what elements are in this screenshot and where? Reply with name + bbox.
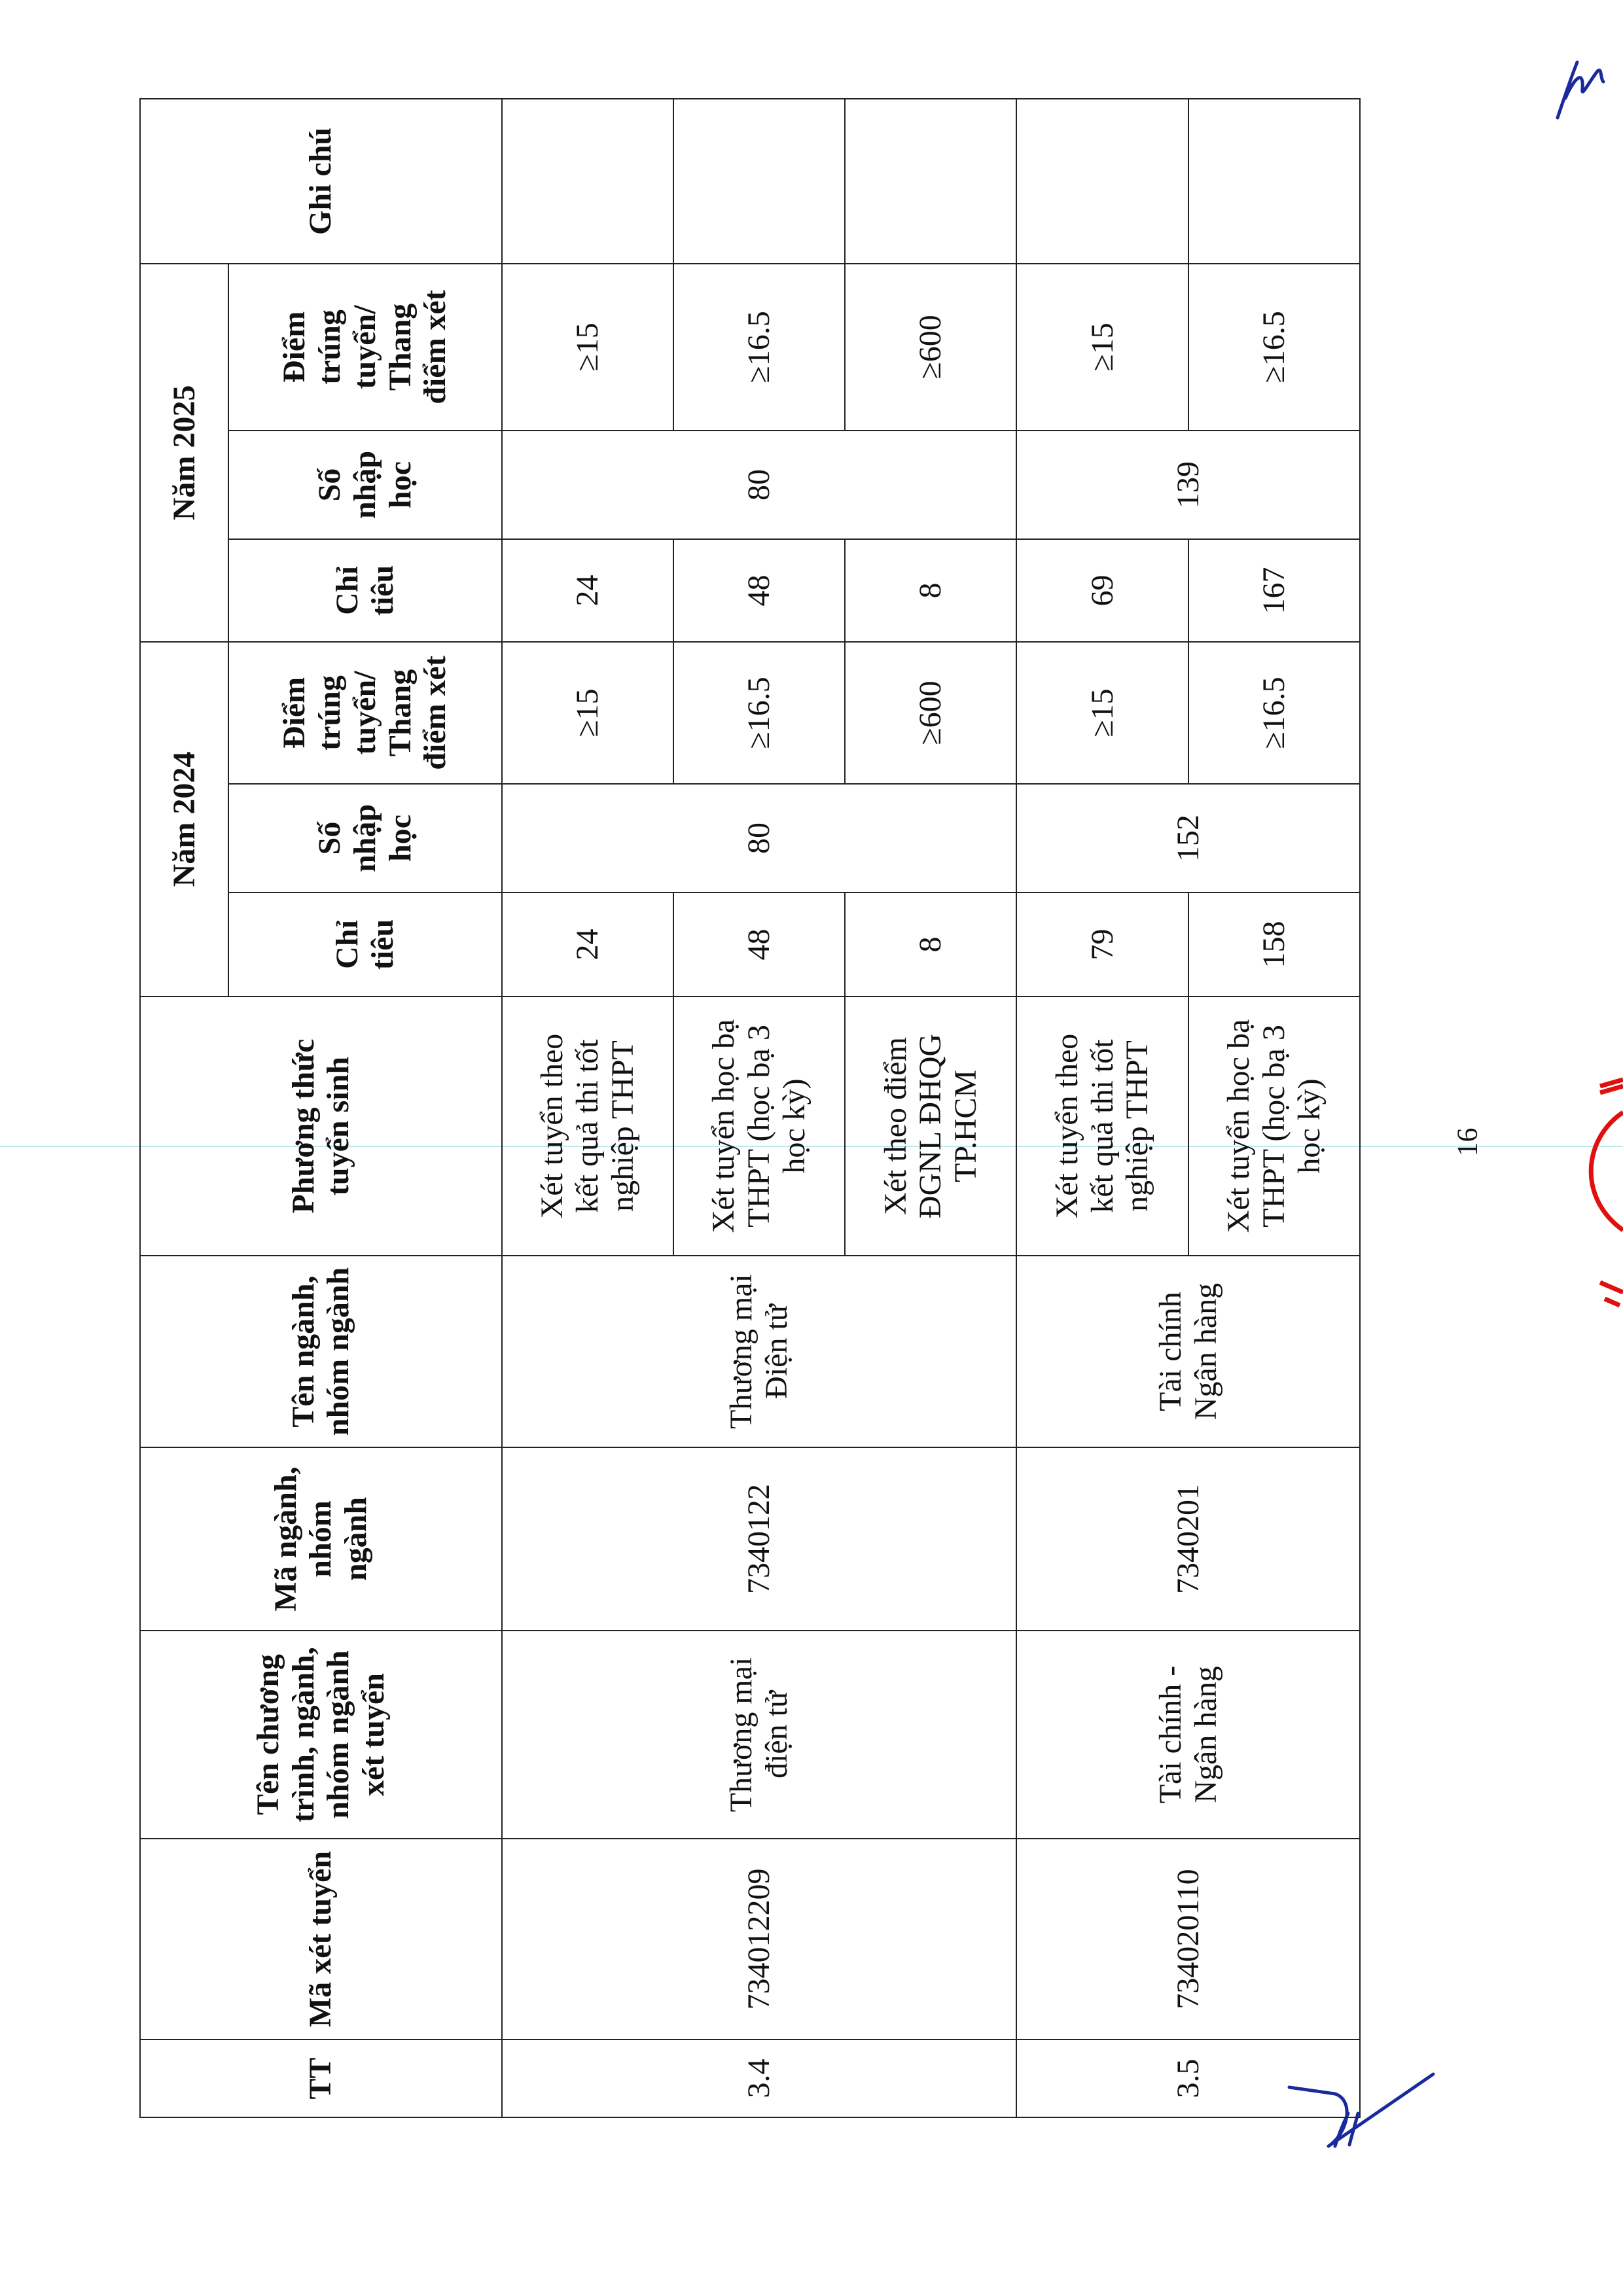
cell-phuong-thuc: Xét theo điểm ĐGNL ĐHQG TP.HCM xyxy=(845,997,1017,1256)
cell-phuong-thuc: Xét tuyển theo kết quả thi tốt nghiệp TH… xyxy=(501,997,673,1256)
cell-diem-2025: ≥600 xyxy=(845,263,1017,431)
cell-chi-tieu-2024: 79 xyxy=(1016,892,1188,997)
header-phuong-thuc: Phương thức tuyển sinh xyxy=(140,997,502,1256)
cell-diem-2025: ≥16.5 xyxy=(673,263,846,431)
cell-diem-2024: ≥15 xyxy=(501,641,673,784)
cell-so-nhap-hoc-2024: 152 xyxy=(1016,784,1360,892)
header-year-2024: Năm 2024 xyxy=(140,641,229,997)
cell-ma-nganh: 7340122 xyxy=(501,1447,1017,1631)
cell-phuong-thuc: Xét tuyển theo kết quả thi tốt nghiệp TH… xyxy=(1016,997,1188,1256)
cell-ma-nganh: 7340201 xyxy=(1016,1447,1360,1631)
header-ma-xet-tuyen: Mã xét tuyển xyxy=(140,1839,502,2040)
cell-ghi-chu xyxy=(501,98,673,264)
cell-so-nhap-hoc-2025: 139 xyxy=(1016,430,1360,539)
header-year-2025: Năm 2025 xyxy=(140,263,229,642)
header-chi-tieu-2025: Chỉ tiêu xyxy=(228,539,502,642)
cell-ghi-chu xyxy=(1016,98,1188,264)
cell-chi-tieu-2025: 24 xyxy=(501,539,673,642)
cell-diem-2024: ≥600 xyxy=(845,641,1017,784)
header-ma-nganh: Mã ngành, nhóm ngành xyxy=(140,1447,502,1631)
cell-chi-tieu-2024: 24 xyxy=(501,892,673,997)
cell-ghi-chu xyxy=(845,98,1017,264)
initials-signature-bottom xyxy=(1287,2072,1435,2148)
admissions-table: TT Mã xét tuyển Tên chương trình, ngành,… xyxy=(139,98,1361,2118)
cell-ten-chuong-trinh: Thương mại điện tử xyxy=(501,1631,1017,1839)
cell-ma-xet-tuyen: 734012209 xyxy=(501,1839,1017,2040)
cell-chi-tieu-2024: 8 xyxy=(845,892,1017,997)
page-number: 16 xyxy=(1451,1127,1484,1157)
cell-tt: 3.5 xyxy=(1016,2040,1360,2117)
header-diem-2025: Điểm trúng tuyển/ Thang điểm xét xyxy=(228,263,502,431)
cell-ten-chuong-trinh: Tài chính - Ngân hàng xyxy=(1016,1631,1360,1839)
cell-ten-nganh: Tài chính Ngân hàng xyxy=(1016,1256,1360,1447)
official-stamp xyxy=(1588,1077,1623,1308)
admissions-table-rotated: TT Mã xét tuyển Tên chương trình, ngành,… xyxy=(139,98,1363,2118)
header-so-nhap-hoc-2025: Số nhập học xyxy=(228,430,502,539)
header-tt: TT xyxy=(140,2040,502,2117)
cell-chi-tieu-2025: 167 xyxy=(1188,539,1360,642)
cell-chi-tieu-2024: 158 xyxy=(1188,892,1360,997)
cell-ghi-chu xyxy=(673,98,846,264)
cell-ma-xet-tuyen: 734020110 xyxy=(1016,1839,1360,2040)
header-ghi-chu: Ghi chú xyxy=(140,98,502,264)
cell-phuong-thuc: Xét tuyển học bạ THPT (học bạ 3 học kỳ) xyxy=(1188,997,1360,1256)
header-chi-tieu-2024: Chỉ tiêu xyxy=(228,892,502,997)
table-row: 3.5 734020110 Tài chính - Ngân hàng 7340201… xyxy=(1016,98,1360,2117)
cell-chi-tieu-2024: 48 xyxy=(673,892,846,997)
initials-signature-top xyxy=(1556,60,1605,120)
header-ten-nganh: Tên ngành, nhóm ngành xyxy=(140,1256,502,1447)
cell-diem-2025: ≥16.5 xyxy=(1188,263,1360,431)
cell-diem-2025: ≥15 xyxy=(1016,263,1188,431)
cell-phuong-thuc: Xét tuyển học bạ THPT (học bạ 3 học kỳ) xyxy=(673,997,846,1256)
cell-so-nhap-hoc-2025: 80 xyxy=(501,430,1017,539)
cell-chi-tieu-2025: 69 xyxy=(1016,539,1188,642)
cell-diem-2025: ≥15 xyxy=(501,263,673,431)
cell-so-nhap-hoc-2024: 80 xyxy=(501,784,1017,892)
cell-ten-nganh: Thương mại Điện tử xyxy=(501,1256,1017,1447)
cell-diem-2024: ≥16.5 xyxy=(673,641,846,784)
cell-tt: 3.4 xyxy=(501,2040,1017,2117)
cell-chi-tieu-2025: 8 xyxy=(845,539,1017,642)
header-diem-2024: Điểm trúng tuyển/ Thang điểm xét xyxy=(228,641,502,784)
cell-diem-2024: ≥15 xyxy=(1016,641,1188,784)
header-ten-chuong-trinh: Tên chương trình, ngành, nhóm ngành xét … xyxy=(140,1631,502,1839)
header-so-nhap-hoc-2024: Số nhập học xyxy=(228,784,502,892)
cell-ghi-chu xyxy=(1188,98,1360,264)
cell-diem-2024: ≥16.5 xyxy=(1188,641,1360,784)
table-row: 3.4 734012209 Thương mại điện tử 7340122 Thư… xyxy=(501,98,1017,2117)
cell-chi-tieu-2025: 48 xyxy=(673,539,846,642)
header-row-years: TT Mã xét tuyển Tên chương trình, ngành,… xyxy=(140,98,502,2117)
